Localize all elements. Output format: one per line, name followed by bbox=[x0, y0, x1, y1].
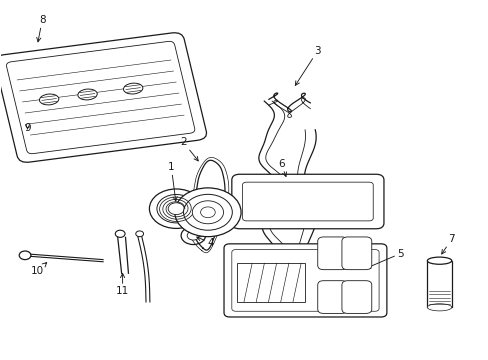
Ellipse shape bbox=[40, 94, 59, 105]
Text: 6: 6 bbox=[277, 159, 286, 176]
Ellipse shape bbox=[78, 89, 97, 100]
Text: 1: 1 bbox=[168, 162, 177, 201]
FancyBboxPatch shape bbox=[341, 281, 371, 314]
FancyBboxPatch shape bbox=[341, 237, 371, 270]
Circle shape bbox=[157, 194, 195, 223]
Text: 5: 5 bbox=[366, 248, 403, 269]
FancyBboxPatch shape bbox=[317, 237, 347, 270]
Ellipse shape bbox=[427, 257, 451, 264]
FancyBboxPatch shape bbox=[0, 33, 206, 162]
Circle shape bbox=[19, 251, 31, 260]
Circle shape bbox=[149, 189, 203, 228]
FancyBboxPatch shape bbox=[317, 281, 347, 314]
Circle shape bbox=[174, 188, 241, 237]
Circle shape bbox=[168, 203, 184, 215]
Text: 11: 11 bbox=[116, 274, 129, 296]
FancyBboxPatch shape bbox=[224, 244, 386, 317]
Ellipse shape bbox=[123, 83, 142, 94]
Circle shape bbox=[115, 230, 125, 237]
Circle shape bbox=[136, 231, 143, 237]
Circle shape bbox=[200, 207, 215, 218]
Circle shape bbox=[187, 231, 199, 240]
Text: 8: 8 bbox=[37, 15, 45, 42]
Text: 10: 10 bbox=[31, 262, 46, 276]
Circle shape bbox=[192, 201, 223, 224]
Circle shape bbox=[183, 194, 232, 230]
Bar bbox=[427, 261, 451, 307]
FancyBboxPatch shape bbox=[231, 249, 378, 311]
Circle shape bbox=[258, 270, 285, 290]
Text: 4: 4 bbox=[196, 237, 213, 248]
Text: 2: 2 bbox=[180, 138, 198, 161]
Text: 3: 3 bbox=[295, 46, 320, 85]
Circle shape bbox=[181, 226, 205, 244]
Text: 9: 9 bbox=[24, 123, 31, 133]
FancyBboxPatch shape bbox=[242, 182, 372, 221]
Ellipse shape bbox=[427, 304, 451, 311]
FancyBboxPatch shape bbox=[231, 174, 383, 229]
Bar bbox=[237, 263, 305, 302]
Text: 7: 7 bbox=[441, 234, 454, 254]
